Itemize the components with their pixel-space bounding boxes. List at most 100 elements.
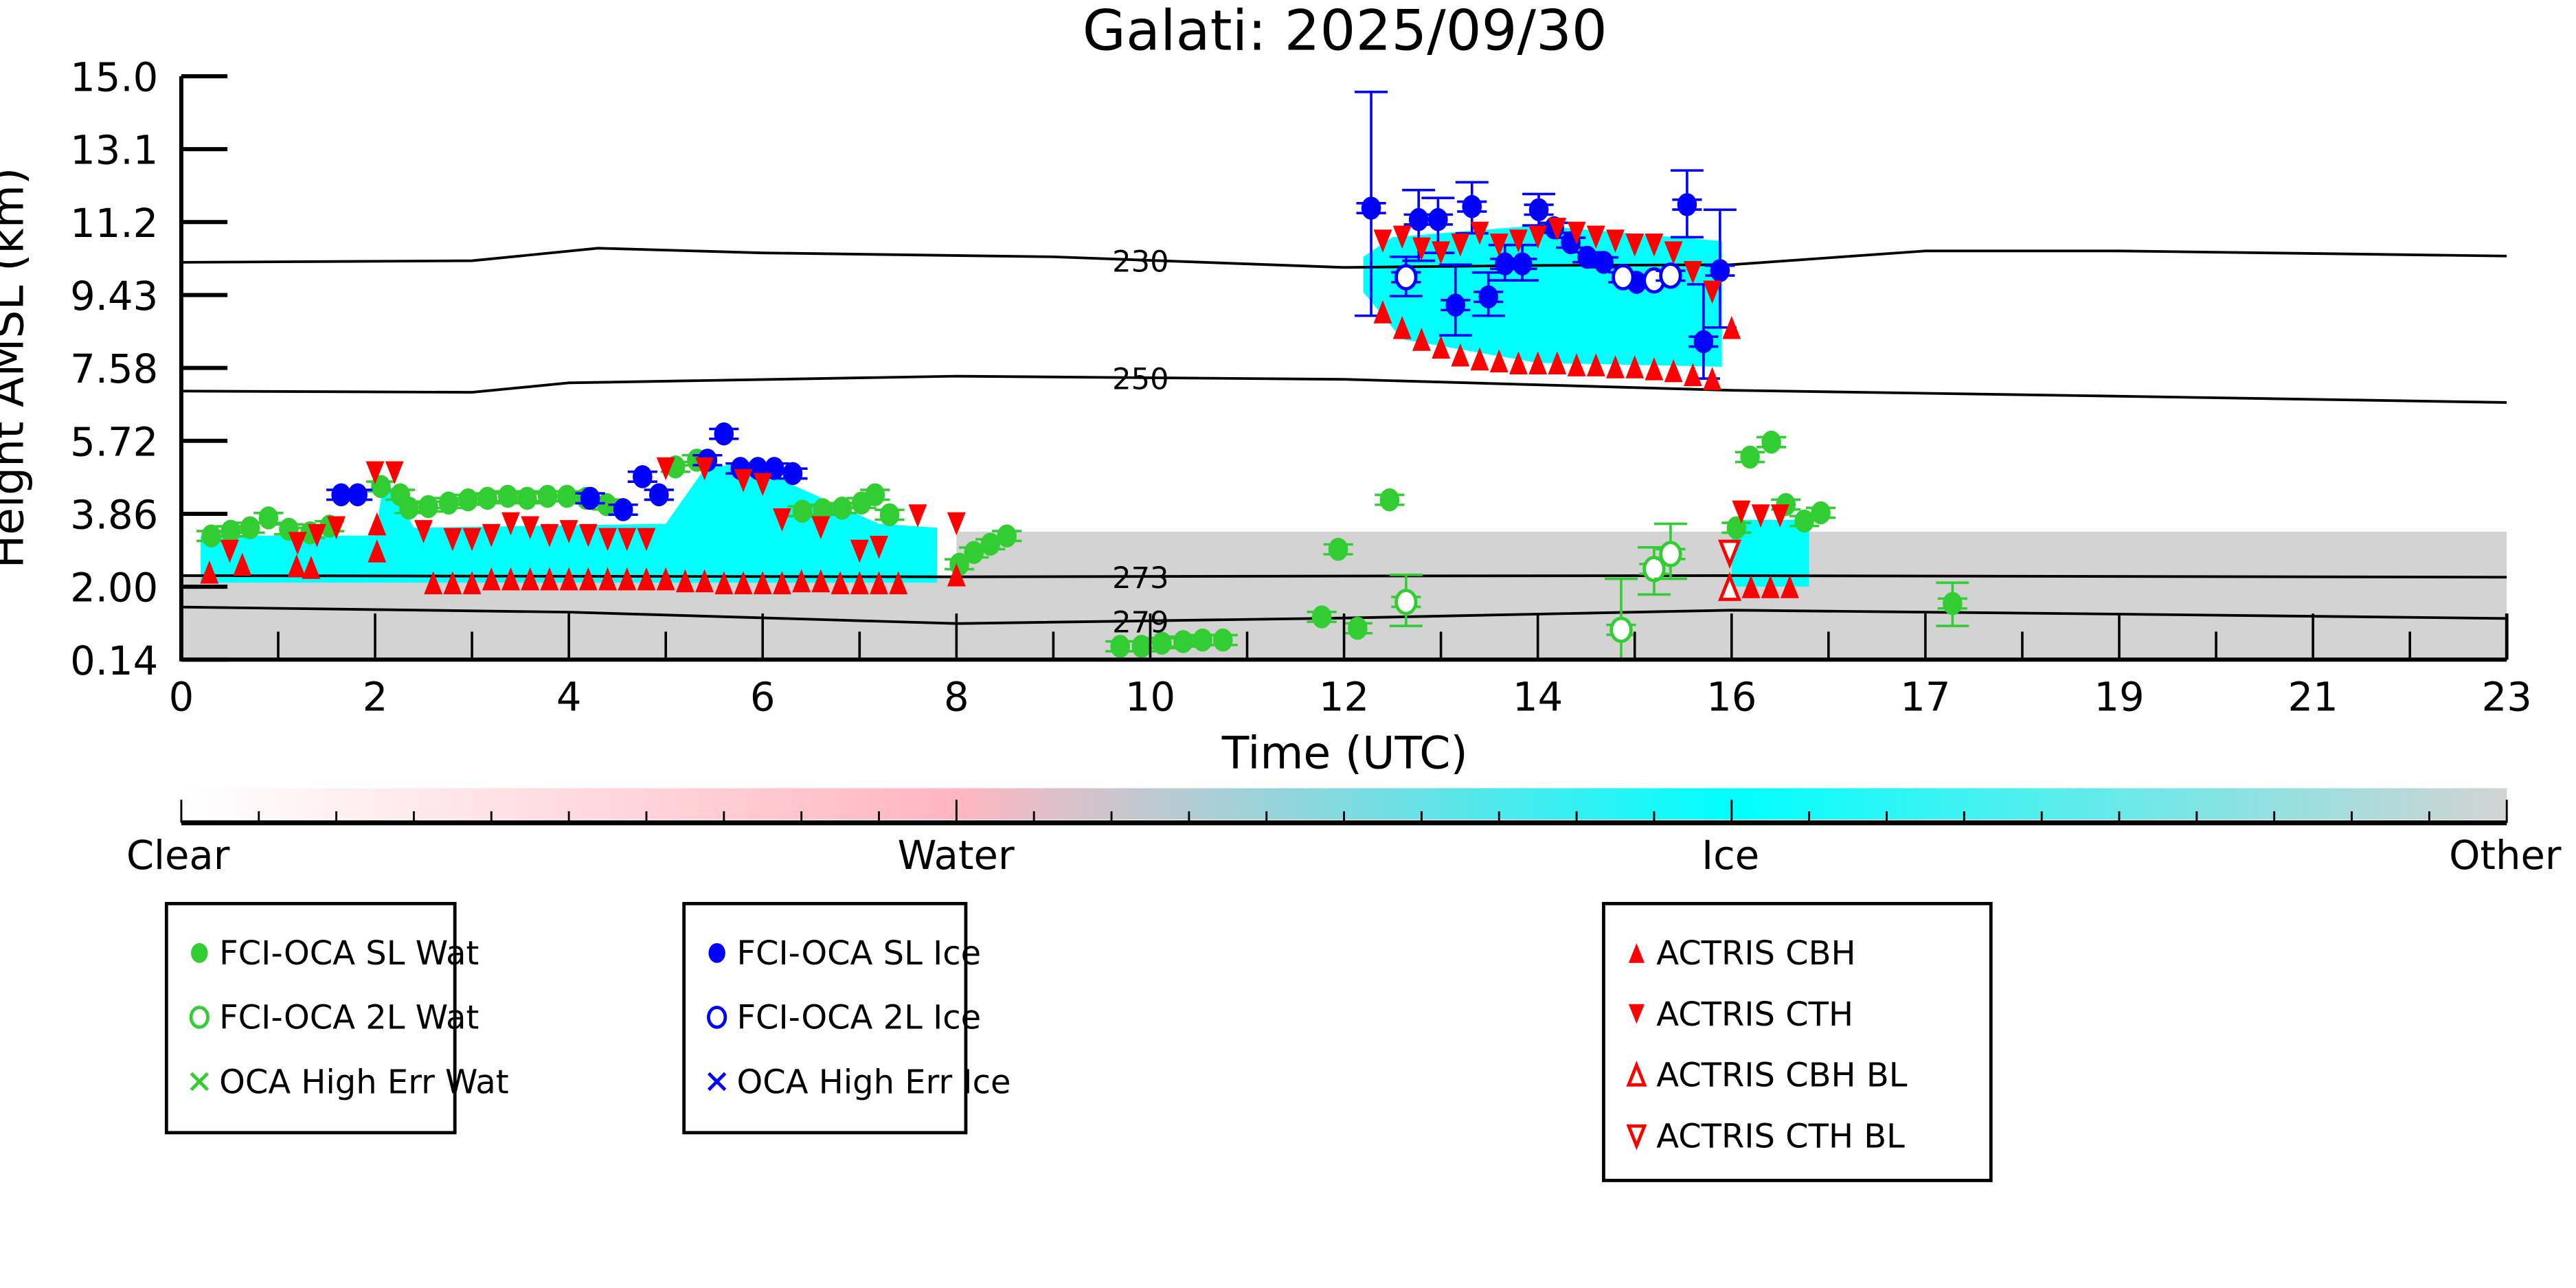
data-point bbox=[1794, 509, 1814, 533]
data-point bbox=[1577, 245, 1597, 269]
data-point bbox=[233, 552, 252, 576]
legend-marker-icon bbox=[191, 942, 208, 963]
legend-label: ACTRIS CTH BL bbox=[1656, 1117, 1905, 1155]
contour-label-250: 250 bbox=[1112, 363, 1168, 397]
legend-box bbox=[164, 901, 457, 1135]
data-point bbox=[637, 528, 656, 552]
data-point bbox=[656, 567, 675, 591]
data-point bbox=[540, 523, 559, 547]
data-point bbox=[438, 491, 459, 515]
data-point bbox=[540, 567, 559, 591]
data-point bbox=[578, 567, 598, 591]
data-point bbox=[714, 422, 734, 446]
data-point bbox=[618, 528, 637, 552]
data-point bbox=[559, 520, 578, 543]
data-point bbox=[1645, 233, 1664, 257]
legend-marker-icon bbox=[707, 1006, 727, 1029]
y-tick-label: 9.43 bbox=[70, 273, 158, 319]
data-point bbox=[1412, 237, 1431, 261]
legend-actris: ACTRIS CBH ACTRIS CTH ACTRIS CBH BL ACTRIS … bbox=[1602, 901, 1993, 1182]
data-point bbox=[1445, 293, 1466, 317]
data-point bbox=[302, 556, 321, 579]
data-point bbox=[1609, 616, 1633, 644]
y-tick-label: 3.86 bbox=[70, 493, 158, 539]
legends: FCI-OCA SL Wat FCI-OCA 2L Wat OCA High Err… bbox=[164, 901, 1993, 1182]
legend-box bbox=[682, 901, 968, 1135]
data-point bbox=[1740, 445, 1760, 469]
data-point bbox=[831, 571, 850, 595]
series-actris-cbh bbox=[200, 300, 1799, 598]
x-tick-label: 17 bbox=[1900, 675, 1950, 721]
legend-item: FCI-OCA SL Wat bbox=[191, 934, 479, 973]
data-point bbox=[1761, 575, 1780, 598]
data-point bbox=[811, 569, 831, 593]
data-point bbox=[1943, 591, 1963, 615]
data-point bbox=[1606, 229, 1625, 253]
series-fci-oca-2l-wat bbox=[1389, 522, 1687, 660]
data-point bbox=[618, 567, 637, 591]
x-tick-label: 2 bbox=[363, 675, 388, 721]
x-tick-label: 12 bbox=[1319, 675, 1369, 721]
data-point bbox=[368, 539, 387, 563]
colorbar-label-clear: Clear bbox=[126, 833, 230, 879]
data-point bbox=[633, 465, 653, 488]
data-point bbox=[1683, 363, 1702, 387]
legend-marker-icon bbox=[1628, 1004, 1645, 1024]
data-point bbox=[1509, 351, 1528, 374]
legend-marker-icon bbox=[1626, 1124, 1647, 1151]
contour-label-279: 279 bbox=[1112, 606, 1168, 640]
legend-marker-icon bbox=[708, 942, 725, 963]
data-point bbox=[695, 457, 714, 481]
data-point bbox=[1451, 233, 1470, 257]
data-point bbox=[201, 524, 221, 548]
data-point bbox=[1212, 628, 1233, 652]
x-tick-label: 0 bbox=[169, 675, 194, 721]
data-point bbox=[521, 567, 540, 591]
data-point bbox=[1394, 264, 1418, 291]
data-point bbox=[947, 563, 966, 587]
legend-item: OCA High Err Ice bbox=[707, 1063, 1010, 1101]
contour-label-230: 230 bbox=[1112, 245, 1168, 279]
data-point bbox=[792, 569, 811, 593]
data-point bbox=[365, 461, 385, 485]
data-point bbox=[850, 539, 869, 563]
data-point bbox=[1586, 225, 1605, 249]
data-point bbox=[1642, 556, 1666, 583]
legend-label: OCA High Err Ice bbox=[736, 1063, 1010, 1101]
data-point bbox=[1741, 575, 1761, 598]
contour-line-273 bbox=[181, 574, 2507, 579]
series-actris-cbh-bl bbox=[1717, 572, 1741, 601]
data-point bbox=[598, 567, 617, 591]
data-point bbox=[865, 483, 885, 507]
data-point bbox=[734, 468, 753, 493]
chart-title: Galati: 2025/09/30 bbox=[1083, 0, 1607, 64]
contour-label-273: 273 bbox=[1112, 561, 1168, 596]
y-axis-title: Height AMSL (km) bbox=[0, 168, 34, 569]
data-point bbox=[1567, 221, 1586, 245]
data-point bbox=[773, 508, 791, 532]
data-point bbox=[580, 486, 600, 510]
data-point bbox=[1361, 196, 1381, 220]
series-actris-cth-bl bbox=[1717, 539, 1741, 569]
y-tick-label: 11.2 bbox=[70, 201, 158, 247]
data-point bbox=[734, 571, 753, 595]
y-tick-label: 7.58 bbox=[70, 346, 158, 392]
data-point bbox=[462, 528, 482, 552]
legend-label: ACTRIS CBH BL bbox=[1656, 1057, 1908, 1095]
data-point bbox=[753, 473, 772, 497]
data-point bbox=[443, 571, 462, 595]
data-point bbox=[482, 523, 501, 547]
data-point bbox=[1612, 264, 1635, 291]
data-point bbox=[1548, 351, 1567, 374]
data-point bbox=[1625, 233, 1645, 257]
data-point bbox=[1625, 355, 1645, 379]
x-tick-label: 10 bbox=[1125, 675, 1175, 721]
data-point bbox=[782, 462, 803, 486]
data-point bbox=[477, 486, 497, 510]
y-tick-label: 0.14 bbox=[70, 638, 158, 684]
x-tick-label: 21 bbox=[2287, 675, 2338, 721]
data-point bbox=[385, 461, 404, 485]
legend-label: ACTRIS CBH bbox=[1656, 934, 1855, 973]
data-point bbox=[240, 516, 260, 540]
data-point bbox=[870, 536, 888, 559]
